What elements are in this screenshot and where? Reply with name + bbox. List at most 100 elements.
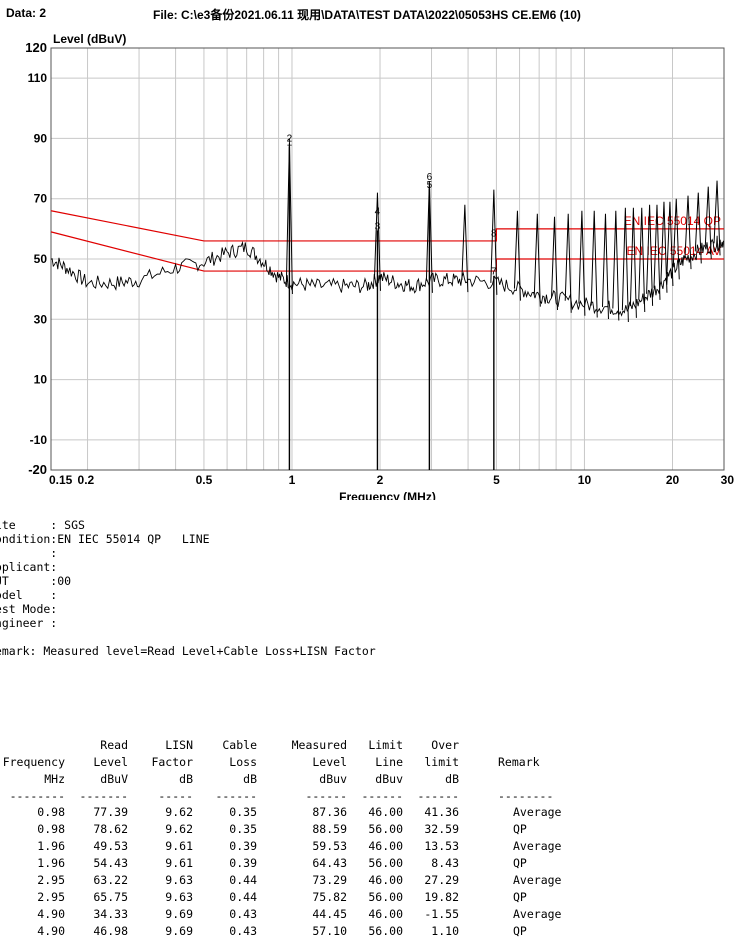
table-cell: 1.96 — [37, 856, 65, 870]
test-info-block: Site : SGS Condition:EN IEC 55014 QP LIN… — [0, 518, 376, 658]
table-header-cell: limit — [424, 755, 459, 769]
table-cell: 44.45 — [312, 907, 347, 921]
table-cell: 56.00 — [368, 856, 403, 870]
marker-label: 2 — [287, 134, 293, 145]
table-cell: QP — [513, 856, 527, 870]
info-line: EUT :00 — [0, 574, 72, 588]
x-tick-label: 0.2 — [78, 473, 95, 487]
table-header-cell: -------- — [498, 789, 554, 803]
harmonic-peak — [490, 189, 498, 295]
table-cell: 46.00 — [368, 839, 403, 853]
table-header-cell: Level — [93, 755, 128, 769]
table-cell: QP — [513, 822, 527, 836]
table-header-cell: -------- — [9, 789, 65, 803]
table-header-cell: dB — [243, 772, 257, 786]
x-tick-label: 1 — [289, 473, 296, 487]
y-axis-title: Level (dBuV) — [53, 32, 126, 46]
y-tick-label: 70 — [34, 192, 48, 206]
table-cell: 56.00 — [368, 890, 403, 904]
harmonic-peak — [425, 181, 433, 293]
y-tick-label: 50 — [34, 252, 48, 266]
table-header-cell: Measured — [291, 738, 347, 752]
harmonic-peak — [672, 198, 680, 280]
harmonic-peak — [285, 142, 293, 295]
table-cell: 0.98 — [37, 805, 65, 819]
y-tick-label: 10 — [34, 373, 48, 387]
table-cell: 87.36 — [312, 805, 347, 819]
table-cell: 0.39 — [229, 856, 257, 870]
table-cell: 46.98 — [93, 924, 128, 938]
x-tick-label: 0.5 — [196, 473, 213, 487]
harmonic-peak — [713, 180, 721, 256]
table-cell: QP — [513, 890, 527, 904]
table-header-cell: ------ — [305, 789, 347, 803]
table-header-cell: Frequency — [2, 755, 65, 769]
table-header-cell: dBuv — [319, 772, 347, 786]
harmonic-peak — [629, 207, 637, 318]
table-cell: 56.00 — [368, 924, 403, 938]
harmonic-peak — [461, 204, 469, 293]
table-cell: 75.82 — [312, 890, 347, 904]
marker-label: 8 — [491, 229, 497, 240]
info-line: Engineer : — [0, 616, 58, 630]
table-cell: 46.00 — [368, 805, 403, 819]
table-cell: QP — [513, 924, 527, 938]
harmonic-peak — [653, 204, 661, 300]
table-cell: 0.98 — [37, 822, 65, 836]
harmonic-peak — [612, 210, 620, 321]
marker-label: 4 — [375, 207, 381, 218]
marker-label: 3 — [375, 221, 381, 232]
table-cell: 9.61 — [165, 856, 193, 870]
table-header-cell: dBuV — [100, 772, 128, 786]
table-cell: 59.53 — [312, 839, 347, 853]
table-cell: Average — [513, 907, 562, 921]
table-cell: 57.10 — [312, 924, 347, 938]
table-cell: 4.90 — [37, 907, 65, 921]
table-cell: 54.43 — [93, 856, 128, 870]
table-cell: Average — [513, 805, 562, 819]
table-header-cell: ------ — [361, 789, 403, 803]
table-cell: 19.82 — [424, 890, 459, 904]
table-cell: 8.43 — [431, 856, 459, 870]
table-cell: 49.53 — [93, 839, 128, 853]
y-tick-label: 90 — [34, 131, 48, 145]
table-cell: 0.44 — [229, 873, 257, 887]
table-cell: 4.90 — [37, 924, 65, 938]
harmonic-peak — [551, 216, 559, 310]
table-cell: 9.61 — [165, 839, 193, 853]
table-header-cell: Cable — [222, 738, 257, 752]
harmonic-peak — [621, 207, 629, 323]
table-header-cell: dB — [445, 772, 459, 786]
table-cell: 9.62 — [165, 822, 193, 836]
x-tick-label: 20 — [666, 473, 680, 487]
y-tick-label: 110 — [28, 71, 48, 85]
table-cell: 2.95 — [37, 873, 65, 887]
harmonic-peak — [638, 207, 646, 312]
table-cell: 0.44 — [229, 890, 257, 904]
info-line: Model : — [0, 588, 58, 602]
marker-label: 5 — [427, 180, 433, 191]
table-header-cell: LISN — [165, 738, 193, 752]
table-header-cell: ----- — [158, 789, 193, 803]
table-cell: 63.22 — [93, 873, 128, 887]
table-header-cell: MHz — [44, 772, 65, 786]
x-tick-label: 2 — [377, 473, 384, 487]
table-cell: 1.96 — [37, 839, 65, 853]
table-cell: 32.59 — [424, 822, 459, 836]
table-cell: 34.33 — [93, 907, 128, 921]
table-cell: 65.75 — [93, 890, 128, 904]
limit-line — [50, 231, 724, 272]
table-cell: 46.00 — [368, 907, 403, 921]
table-cell: 9.62 — [165, 805, 193, 819]
marker-label: 1 — [287, 137, 293, 148]
y-tick-label: 120 — [25, 40, 47, 55]
y-tick-label: -10 — [30, 433, 48, 447]
table-cell: 9.69 — [165, 907, 193, 921]
table-cell: 41.36 — [424, 805, 459, 819]
table-cell: 77.39 — [93, 805, 128, 819]
table-cell: Average — [513, 839, 562, 853]
harmonic-peak — [601, 213, 609, 320]
harmonic-peak — [646, 204, 654, 306]
measurement-trace — [50, 235, 725, 317]
